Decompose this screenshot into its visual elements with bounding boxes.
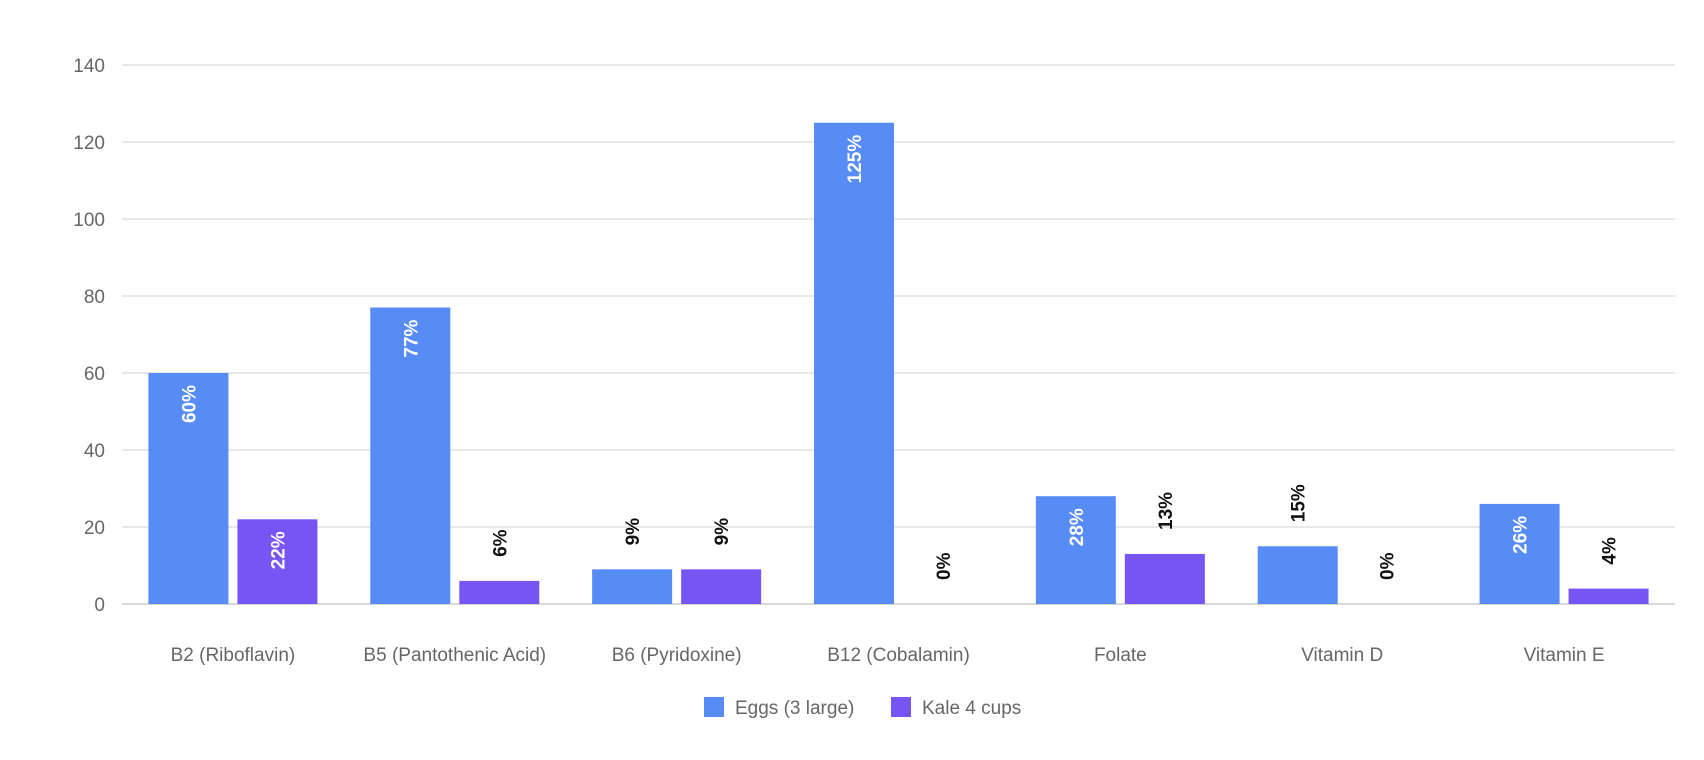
x-category-label: B12 (Cobalamin) — [827, 645, 970, 666]
x-category-label: Folate — [1094, 645, 1147, 666]
data-label: 13% — [1156, 492, 1177, 530]
data-label: 60% — [179, 385, 200, 423]
data-label: 9% — [623, 518, 644, 546]
legend-swatch[interactable] — [704, 697, 724, 717]
legend[interactable]: Eggs (3 large) Kale 4 cups — [704, 697, 1021, 719]
data-label: 9% — [712, 518, 733, 546]
bar[interactable] — [237, 519, 318, 604]
bar[interactable] — [592, 569, 673, 604]
y-axis: 0 20 40 60 80 100 120 140 — [73, 56, 105, 616]
bars — [148, 122, 1649, 604]
data-label: 22% — [268, 531, 289, 569]
y-tick-label: 100 — [73, 210, 105, 231]
bar[interactable] — [148, 373, 229, 604]
data-label: 77% — [401, 319, 422, 357]
y-tick-label: 80 — [84, 287, 105, 308]
y-tick-label: 40 — [84, 441, 105, 462]
data-label: 28% — [1067, 508, 1088, 546]
bar[interactable] — [370, 307, 451, 604]
data-label: 4% — [1600, 537, 1621, 565]
bar[interactable] — [814, 122, 894, 604]
bar[interactable] — [681, 569, 762, 604]
data-label: 26% — [1511, 516, 1532, 554]
data-label: 125% — [845, 135, 866, 184]
y-tick-label: 0 — [94, 595, 105, 616]
bar[interactable] — [459, 580, 540, 604]
bar[interactable] — [1124, 553, 1205, 604]
data-label: 15% — [1289, 484, 1310, 522]
x-axis: B2 (Riboflavin) B5 (Pantothenic Acid) B6 (… — [171, 645, 1605, 666]
x-category-label: Vitamin D — [1301, 645, 1383, 666]
bar[interactable] — [1257, 546, 1338, 604]
data-label: 0% — [1378, 552, 1399, 580]
data-label: 6% — [490, 529, 511, 557]
gridlines — [122, 64, 1675, 605]
y-tick-label: 140 — [73, 56, 105, 77]
bar[interactable] — [1479, 503, 1560, 604]
y-tick-label: 60 — [84, 364, 105, 385]
x-category-label: B2 (Riboflavin) — [171, 645, 296, 666]
x-category-label: B5 (Pantothenic Acid) — [363, 645, 546, 666]
legend-label[interactable]: Eggs (3 large) — [735, 698, 854, 719]
legend-label[interactable]: Kale 4 cups — [922, 698, 1021, 719]
data-label: 0% — [934, 552, 955, 580]
data-labels: 60% 22% 77% 6% 9% 9% 125% 0% 28% 13% 15% 0% 26% 4% — [179, 135, 1620, 580]
bar[interactable] — [1568, 588, 1649, 604]
bar[interactable] — [1035, 496, 1116, 604]
x-category-label: Vitamin E — [1524, 645, 1605, 666]
y-tick-label: 20 — [84, 518, 105, 539]
y-tick-label: 120 — [73, 133, 105, 154]
legend-swatch[interactable] — [891, 697, 911, 717]
x-category-label: B6 (Pyridoxine) — [612, 645, 742, 666]
